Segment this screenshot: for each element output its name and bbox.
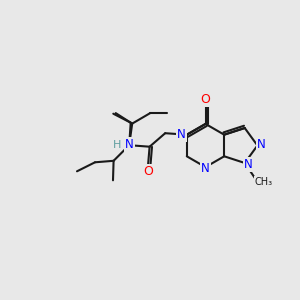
Text: N: N [257,137,266,151]
Text: O: O [143,165,153,178]
Text: O: O [201,93,210,106]
Text: CH₃: CH₃ [255,177,273,187]
Text: H: H [113,140,122,150]
Text: N: N [244,158,253,171]
Text: N: N [125,138,134,151]
Text: N: N [177,128,186,141]
Text: N: N [201,162,210,175]
